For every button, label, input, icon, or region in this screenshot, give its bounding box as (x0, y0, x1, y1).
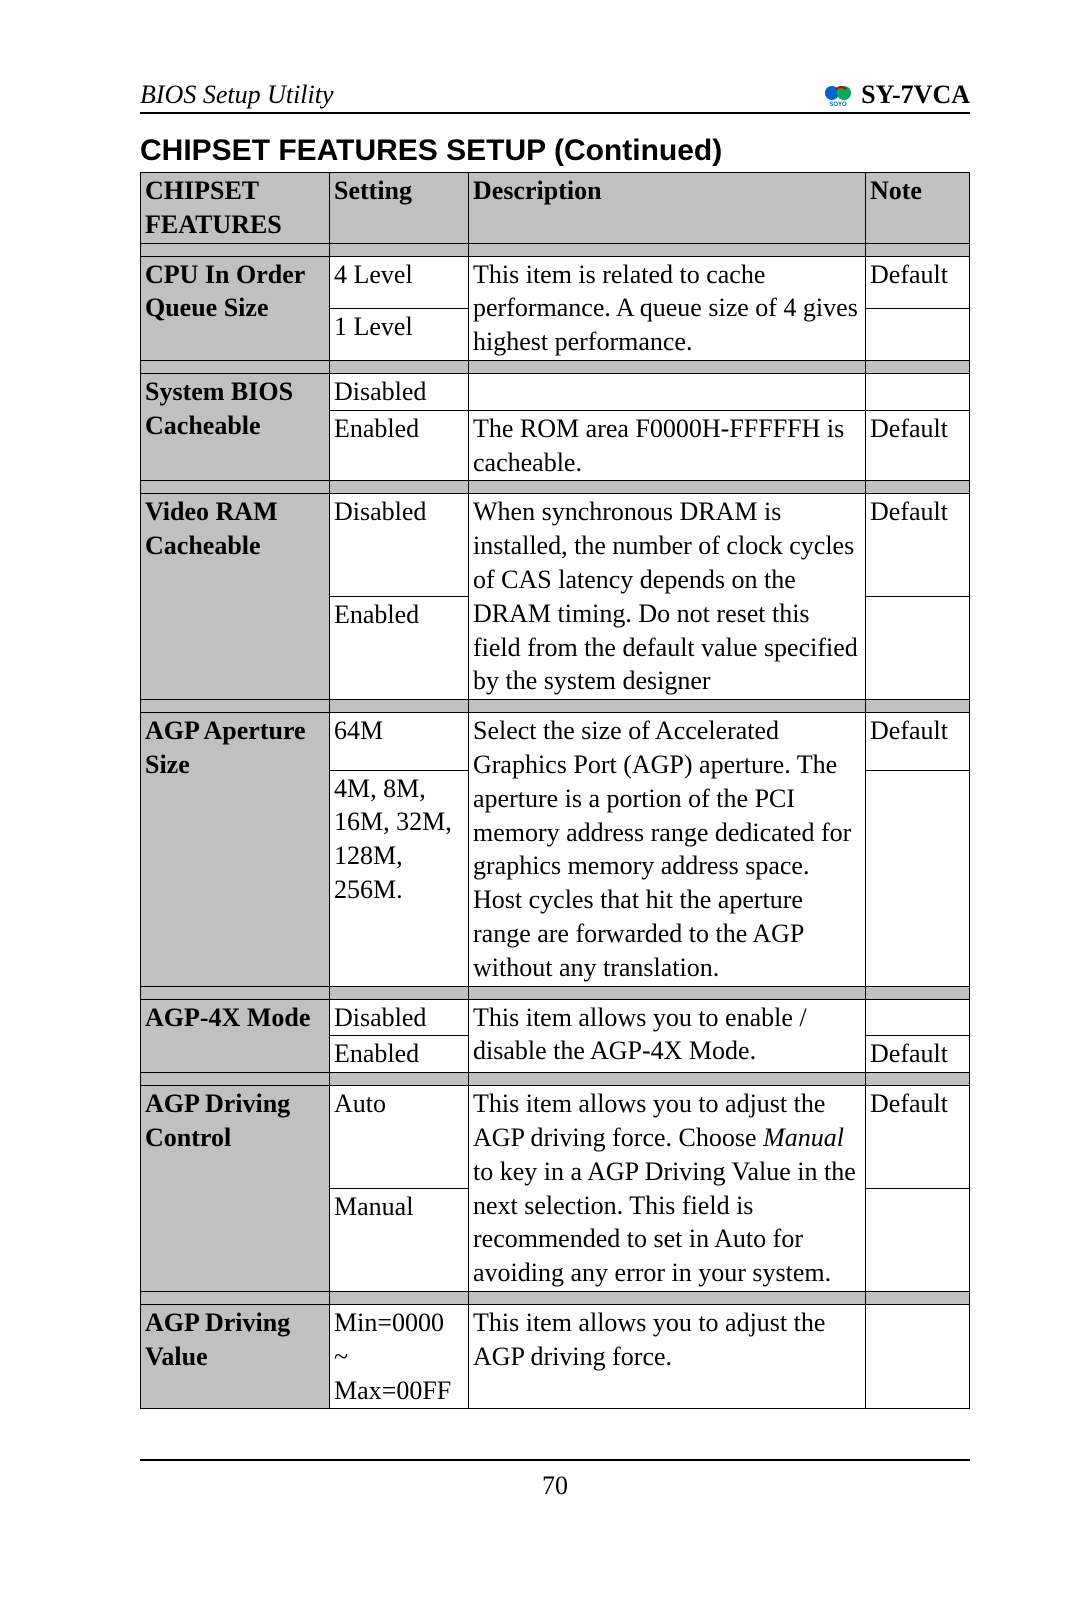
chipset-features-table: CHIPSET FEATURES Setting Description Not… (140, 172, 970, 1409)
col-header-setting: Setting (330, 173, 469, 244)
description-text: This item allows you to enable / disable… (469, 999, 866, 1073)
setting-value: 4M, 8M, 16M, 32M, 128M, 256M. (330, 770, 469, 986)
setting-value: Auto (330, 1086, 469, 1189)
spacer-row (141, 1073, 970, 1086)
spacer-row (141, 1291, 970, 1304)
feature-name: Video RAM Cacheable (141, 494, 330, 700)
table-row: CPU In Order Queue Size 4 Level This ite… (141, 256, 970, 308)
setting-value: Manual (330, 1189, 469, 1292)
note-value: Default (866, 494, 970, 597)
note-value: Default (866, 1086, 970, 1189)
header-title-left: BIOS Setup Utility (140, 80, 334, 110)
table-header-row: CHIPSET FEATURES Setting Description Not… (141, 173, 970, 244)
table-row: Video RAM Cacheable Disabled When synchr… (141, 494, 970, 597)
note-value (866, 999, 970, 1036)
section-title: CHIPSET FEATURES SETUP (Continued) (140, 134, 970, 168)
setting-value: Disabled (330, 999, 469, 1036)
col-header-note: Note (866, 173, 970, 244)
feature-name: System BIOS Cacheable (141, 373, 330, 480)
spacer-row (141, 243, 970, 256)
feature-name: AGP Driving Control (141, 1086, 330, 1292)
feature-name: AGP-4X Mode (141, 999, 330, 1073)
spacer-row (141, 360, 970, 373)
description-text: The ROM area F0000H-FFFFFH is cacheable. (469, 410, 866, 481)
feature-name: AGP Aperture Size (141, 713, 330, 986)
table-row: AGP Driving Control Auto This item allow… (141, 1086, 970, 1189)
note-value (866, 770, 970, 986)
col-header-description: Description (469, 173, 866, 244)
col-header-feature: CHIPSET FEATURES (141, 173, 330, 244)
description-text (469, 373, 866, 410)
feature-name: AGP Driving Value (141, 1304, 330, 1408)
note-value (866, 1304, 970, 1408)
spacer-row (141, 481, 970, 494)
note-value: Default (866, 713, 970, 770)
spacer-row (141, 700, 970, 713)
svg-text:SOYO: SOYO (829, 102, 847, 107)
header-title-right: SOYO SY-7VCA (823, 80, 970, 110)
page-footer: 70 (140, 1459, 970, 1501)
note-value (866, 597, 970, 700)
note-value: Default (866, 1036, 970, 1073)
setting-value: Disabled (330, 494, 469, 597)
table-row: AGP Driving Value Min=0000 ~ Max=00FF Th… (141, 1304, 970, 1408)
setting-value: Min=0000 ~ Max=00FF (330, 1304, 469, 1408)
feature-name: CPU In Order Queue Size (141, 256, 330, 360)
description-text: When synchronous DRAM is installed, the … (469, 494, 866, 700)
page-number: 70 (542, 1471, 568, 1500)
table-row: AGP Aperture Size 64M Select the size of… (141, 713, 970, 770)
setting-value: 64M (330, 713, 469, 770)
soyo-logo-icon: SOYO (823, 83, 853, 107)
description-text: This item allows you to adjust the AGP d… (469, 1086, 866, 1292)
setting-value: Enabled (330, 1036, 469, 1073)
table-row: AGP-4X Mode Disabled This item allows yo… (141, 999, 970, 1036)
note-value: Default (866, 256, 970, 308)
table-row: System BIOS Cacheable Disabled (141, 373, 970, 410)
model-number: SY-7VCA (861, 80, 970, 110)
description-text: Select the size of Accelerated Graphics … (469, 713, 866, 986)
note-value (866, 1189, 970, 1292)
setting-value: Enabled (330, 597, 469, 700)
description-text: This item is related to cache performanc… (469, 256, 866, 360)
note-value (866, 308, 970, 360)
setting-value: 4 Level (330, 256, 469, 308)
setting-value: 1 Level (330, 308, 469, 360)
description-text: This item allows you to adjust the AGP d… (469, 1304, 866, 1408)
setting-value: Disabled (330, 373, 469, 410)
note-value: Default (866, 410, 970, 481)
page-header: BIOS Setup Utility SOYO SY-7VCA (140, 80, 970, 114)
setting-value: Enabled (330, 410, 469, 481)
note-value (866, 373, 970, 410)
spacer-row (141, 986, 970, 999)
